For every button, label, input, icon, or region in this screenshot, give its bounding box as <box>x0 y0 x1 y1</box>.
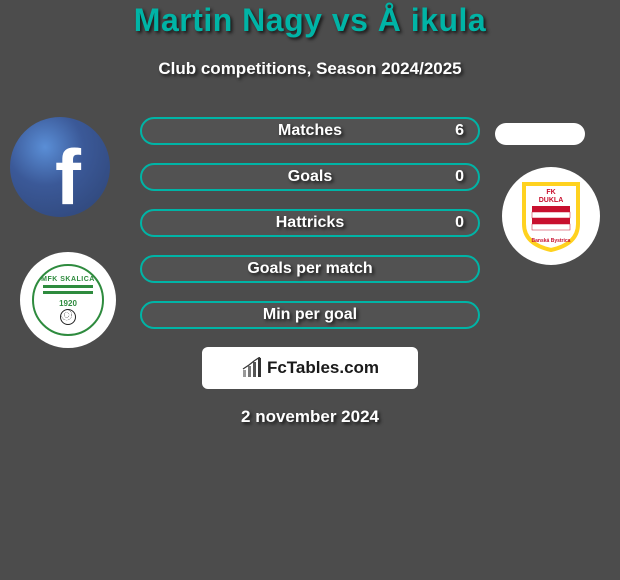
stats-area: f MFK SKALICA 1920 FK DUKLA <box>0 117 620 329</box>
left-club-year: 1920 <box>59 299 77 308</box>
stat-value: 0 <box>455 214 464 232</box>
stat-value: 6 <box>455 122 464 140</box>
stat-row-goals-per-match: Goals per match <box>140 255 480 283</box>
page-subtitle: Club competitions, Season 2024/2025 <box>0 59 620 79</box>
stat-label: Matches <box>278 122 342 140</box>
left-club-badge: MFK SKALICA 1920 <box>20 252 116 348</box>
stat-label: Goals per match <box>247 260 372 278</box>
soccer-ball-icon <box>60 309 76 325</box>
left-club-stripes-icon <box>43 285 93 297</box>
page-container: Martin Nagy vs Å ikula Club competitions… <box>0 0 620 427</box>
stat-label: Hattricks <box>276 214 344 232</box>
stat-label: Goals <box>288 168 332 186</box>
stat-value: 0 <box>455 168 464 186</box>
footer-date: 2 november 2024 <box>0 407 620 427</box>
stat-row-goals: Goals 0 <box>140 163 480 191</box>
svg-text:Banská Bystrica: Banská Bystrica <box>532 238 571 244</box>
bar-chart-icon <box>241 357 263 379</box>
brand-pill: FcTables.com <box>202 347 418 389</box>
stat-row-hattricks: Hattricks 0 <box>140 209 480 237</box>
stat-label: Min per goal <box>263 306 357 324</box>
stat-row-matches: Matches 6 <box>140 117 480 145</box>
right-club-badge: FK DUKLA Banská Bystrica <box>502 167 600 265</box>
left-club-name: MFK SKALICA <box>41 276 95 283</box>
facebook-badge: f <box>10 117 110 217</box>
svg-text:DUKLA: DUKLA <box>539 197 564 204</box>
right-club-crest: FK DUKLA Banská Bystrica <box>520 180 582 252</box>
stat-rows: Matches 6 Goals 0 Hattricks 0 Goals per … <box>140 117 480 329</box>
left-club-crest: MFK SKALICA 1920 <box>32 264 104 336</box>
facebook-icon: f <box>55 132 81 218</box>
page-title: Martin Nagy vs Å ikula <box>0 2 620 39</box>
brand-text: FcTables.com <box>267 358 379 378</box>
svg-text:FK: FK <box>546 189 555 196</box>
right-small-pill <box>495 123 585 145</box>
shield-icon: FK DUKLA Banská Bystrica <box>520 180 582 252</box>
stat-row-min-per-goal: Min per goal <box>140 301 480 329</box>
